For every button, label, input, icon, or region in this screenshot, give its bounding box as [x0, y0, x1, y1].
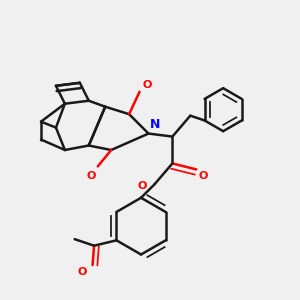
- Text: O: O: [87, 171, 96, 181]
- Text: O: O: [142, 80, 152, 90]
- Text: O: O: [77, 267, 87, 277]
- Text: O: O: [199, 171, 208, 181]
- Text: O: O: [138, 181, 147, 191]
- Text: N: N: [150, 118, 160, 130]
